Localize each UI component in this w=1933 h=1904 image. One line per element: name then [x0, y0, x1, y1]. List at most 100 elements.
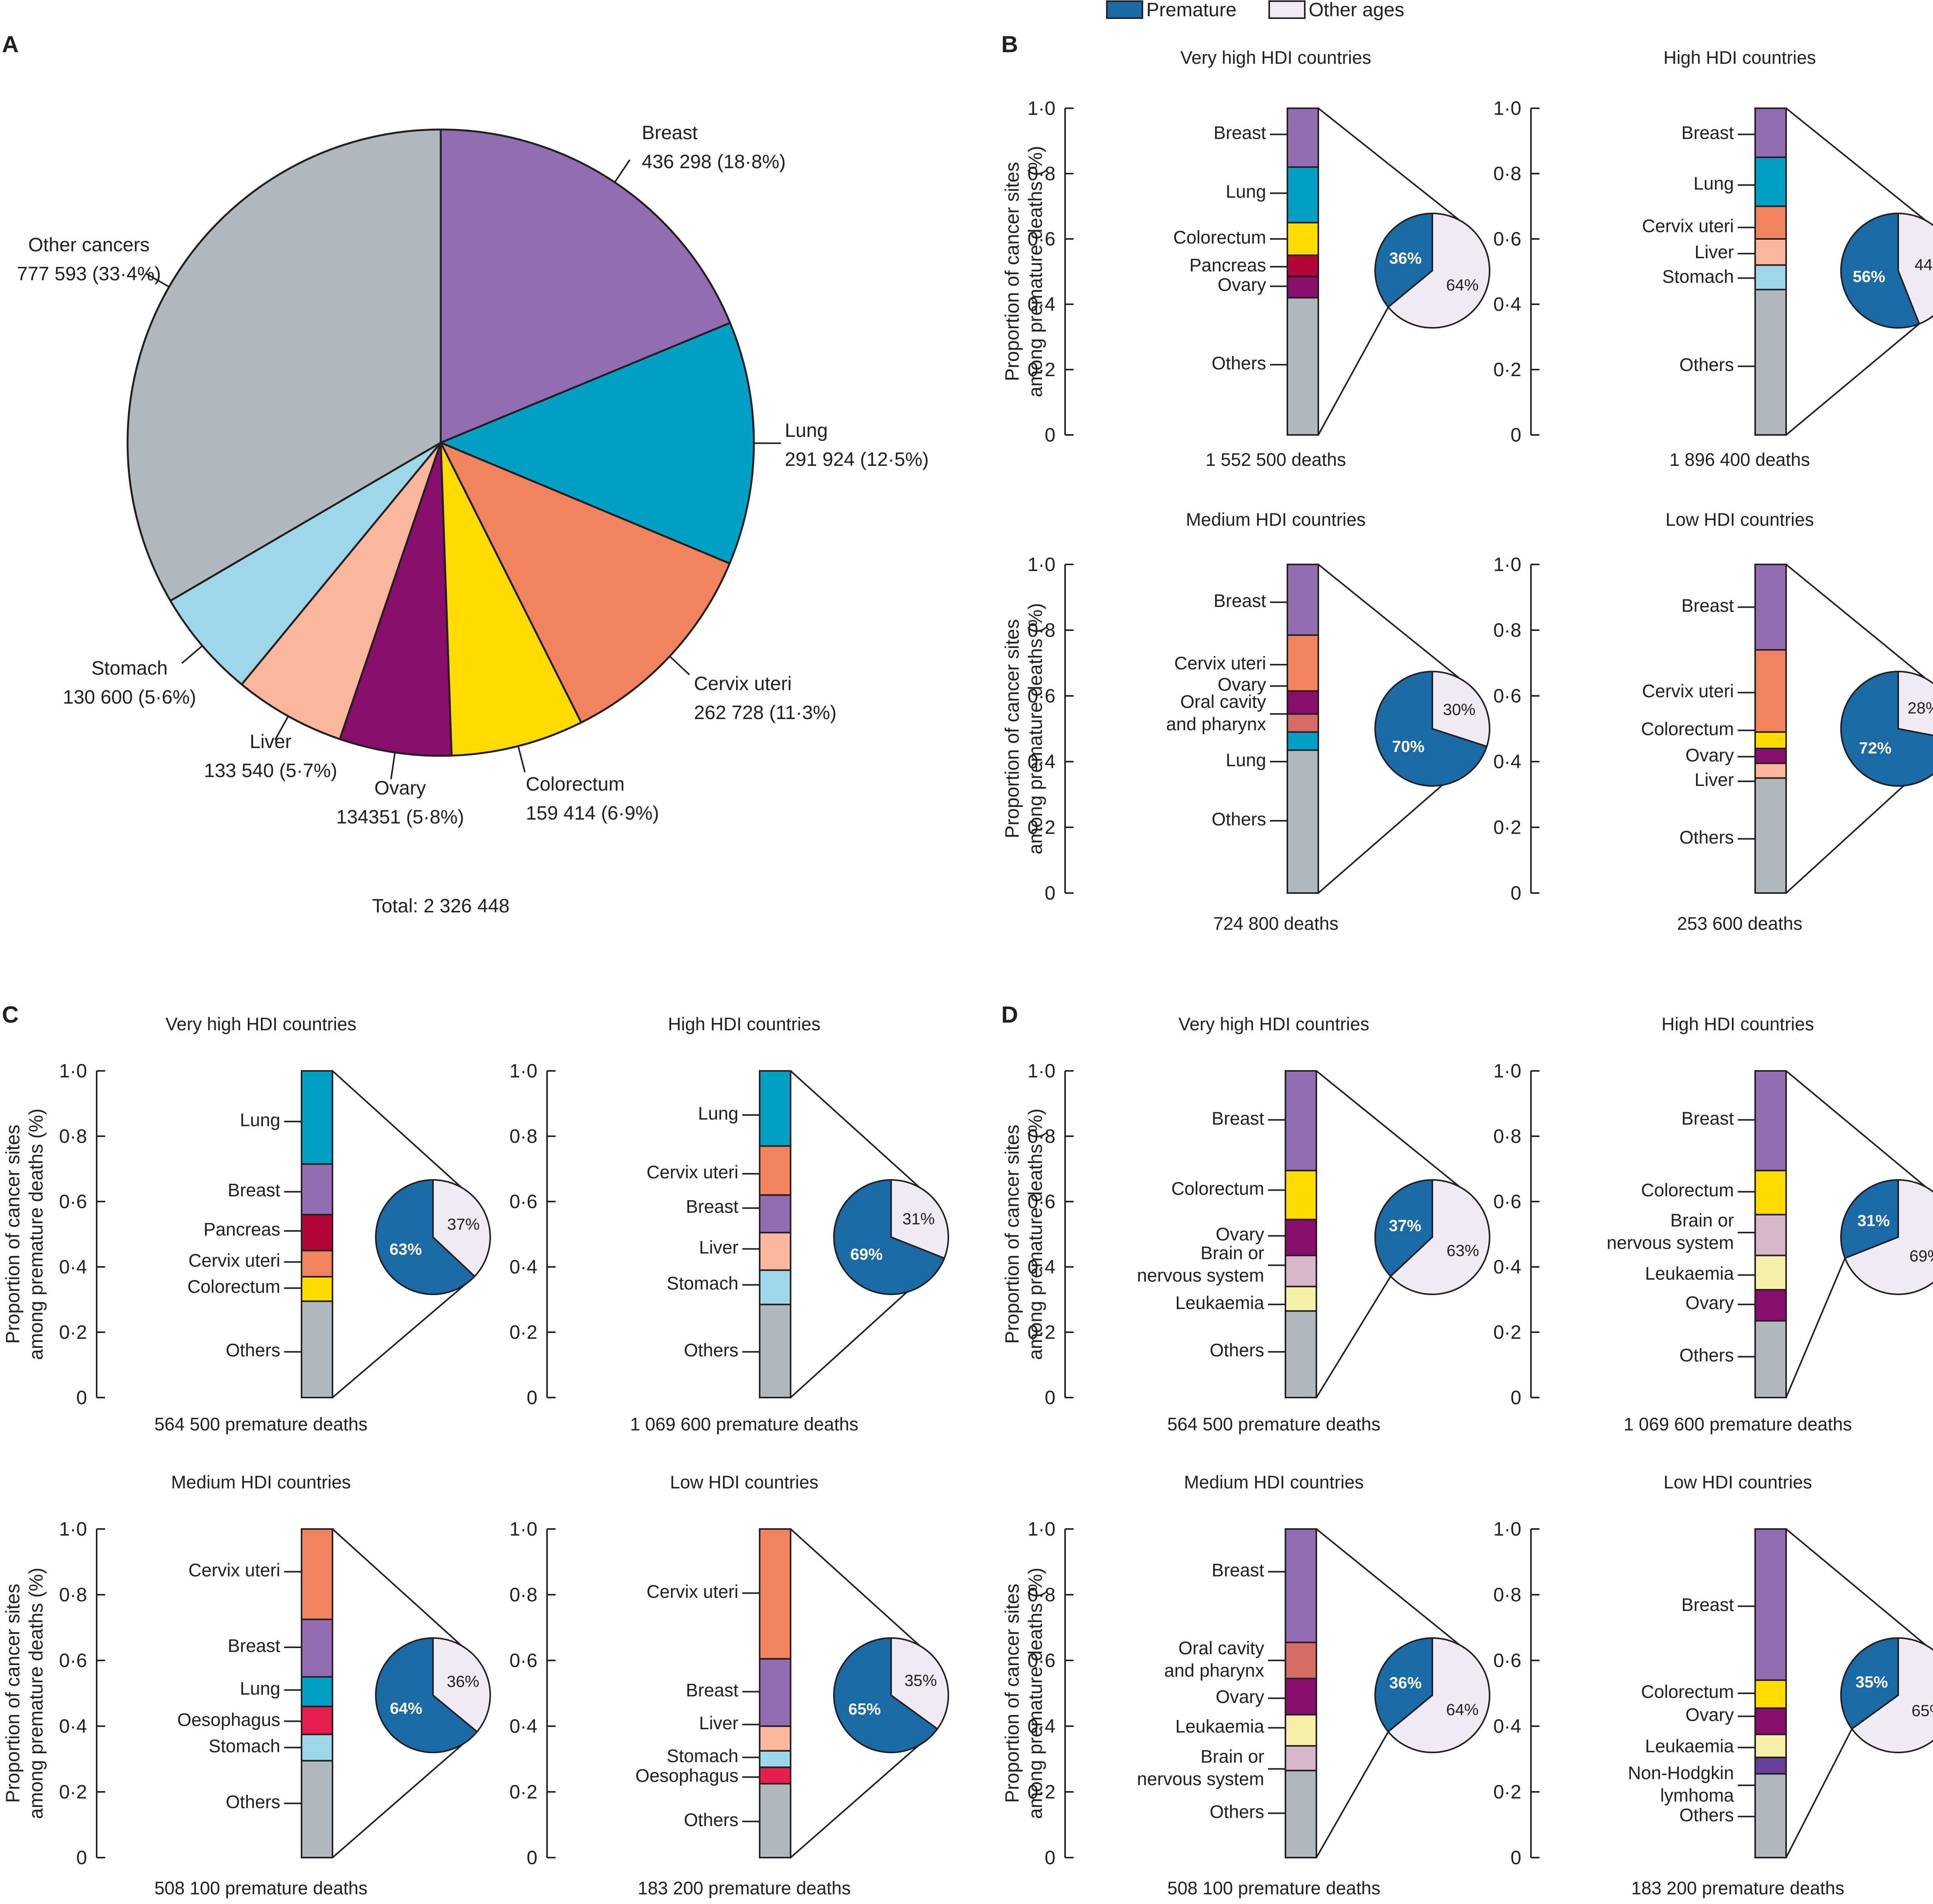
segment-label-leukaemia: Leukaemia	[1175, 1292, 1265, 1313]
y-tick-label: 0·4	[1028, 293, 1055, 315]
subplot-title: Medium HDI countries	[171, 1472, 351, 1492]
segment-label-others: Others	[1212, 809, 1266, 829]
subplot-d-2: High HDI countries 1 069 600 premature de…	[1493, 1014, 1933, 1434]
bar-segment-others	[1754, 1773, 1787, 1858]
bar-segment-others	[1285, 1769, 1317, 1858]
y-tick-label: 1·0	[1028, 1518, 1055, 1540]
bar-segment-oesophagus	[301, 1706, 333, 1735]
y-tick-label: 0·2	[1028, 1781, 1055, 1803]
y-tick-label: 0·8	[510, 1584, 537, 1606]
y-tick-label: 0	[1510, 1847, 1521, 1868]
pie-other-pct: 64%	[1446, 276, 1479, 294]
subplot-title: Very high HDI countries	[1180, 47, 1371, 68]
y-tick-label: 1·0	[1493, 1060, 1521, 1082]
bar-segment-ovary	[1287, 690, 1319, 715]
pie-premature-wedge	[833, 1637, 939, 1753]
segment-label-others: Others	[226, 1791, 280, 1812]
y-tick-label: 1·0	[1028, 97, 1055, 119]
bar-segment-liver	[759, 1725, 791, 1752]
subplot-footer: 253 600 deaths	[1677, 913, 1802, 934]
bar-segment-others	[1754, 777, 1787, 894]
segment-label-leukaemia: Leukaemia	[1175, 1716, 1265, 1736]
y-tick-label: 0·2	[510, 1781, 537, 1803]
segment-label-stomach: Stomach	[1662, 266, 1734, 286]
segment-label-oral-cavity-and-pharynx-line2: and pharynx	[1166, 714, 1266, 734]
pie-slice-cervix-uteri	[440, 441, 731, 724]
subplot-b-2: High HDI countries 1 896 400 deaths 0 0·2 0·…	[1493, 47, 1933, 470]
subplot-title: High HDI countries	[668, 1014, 820, 1034]
segment-label-oesophagus: Oesophagus	[635, 1765, 738, 1786]
bar-segment-breast	[1285, 1528, 1317, 1643]
y-tick-label: 0·6	[1493, 1650, 1521, 1671]
bar-segment-liver	[1754, 762, 1787, 779]
y-tick-label: 0·2	[1493, 1321, 1521, 1343]
y-tick-label: 0·2	[1493, 816, 1521, 838]
segment-label-breast: Breast	[1212, 1108, 1264, 1128]
pie-other-wedge	[890, 1179, 949, 1260]
y-axis-label-line-2: among premature deaths (%)	[25, 1568, 47, 1819]
pie-other-pct: 63%	[1447, 1241, 1479, 1260]
leader-line-liver	[274, 716, 289, 740]
y-tick-label: 0	[1045, 882, 1055, 904]
slice-value-other-cancers: 777 593 (33·4%)	[17, 263, 161, 285]
pie-other-wedge	[1851, 1637, 1933, 1753]
bar-segment-breast	[1287, 564, 1319, 636]
segment-label-cervix-uteri: Cervix uteri	[188, 1250, 280, 1270]
bar-segment-oesophagus	[759, 1766, 791, 1785]
y-tick-label: 0·4	[1028, 1256, 1055, 1278]
y-tick-label: 0	[1510, 1387, 1521, 1408]
slice-label-colorectum: Colorectum	[526, 773, 625, 795]
segment-label-brain-or-nervous-system: Brain or	[1200, 1746, 1264, 1767]
bar-segment-others	[1754, 1320, 1787, 1399]
y-tick-label: 0	[1510, 424, 1521, 446]
bar-segment-others	[759, 1783, 791, 1858]
pie-other-wedge	[1844, 1179, 1933, 1295]
connector-bottom	[332, 1731, 478, 1858]
bar-segment-leukaemia	[1285, 1285, 1317, 1312]
bar-segment-others	[301, 1760, 333, 1858]
segment-label-cervix-uteri: Cervix uteri	[646, 1581, 738, 1602]
y-axis-label-line-2: among premature deaths (%)	[1024, 603, 1046, 854]
segment-label-stomach: Stomach	[667, 1273, 738, 1293]
bar-segment-breast	[1754, 1070, 1787, 1171]
pie-other-pct: 30%	[1443, 701, 1475, 719]
panel-letter-b: B	[1001, 31, 1018, 57]
pie-premature-wedge	[1374, 1637, 1433, 1733]
connector-top	[1318, 107, 1464, 225]
pie-other-pct: 35%	[904, 1671, 937, 1689]
bar-segment-cervix-uteri	[1754, 649, 1787, 733]
segment-label-others: Others	[1212, 353, 1266, 373]
subplot-footer: 564 500 premature deaths	[1167, 1414, 1380, 1434]
y-tick-label: 0·4	[1028, 1715, 1055, 1737]
bar-segment-others	[1287, 297, 1319, 436]
y-tick-label: 0·8	[1028, 619, 1055, 641]
segment-label-colorectum: Colorectum	[1641, 1180, 1734, 1200]
segment-label-ovary: Ovary	[1216, 1686, 1265, 1707]
y-tick-label: 0·4	[59, 1715, 87, 1737]
y-tick-label: 0·4	[1493, 1715, 1521, 1737]
legend: Premature Other ages	[1106, 0, 1404, 20]
subplot-title: High HDI countries	[1664, 47, 1816, 68]
bar-segment-others	[1754, 288, 1787, 436]
y-axis-label-line-2: among premature deaths (%)	[1024, 146, 1046, 397]
bar-segment-ovary	[1287, 276, 1319, 299]
bar-segment-breast	[1754, 564, 1787, 651]
y-tick-label: 0·4	[1493, 1256, 1521, 1278]
y-tick-label: 0·4	[510, 1715, 537, 1737]
subplot-footer: 1 896 400 deaths	[1669, 449, 1810, 470]
pie-other-wedge	[1432, 670, 1490, 748]
segment-label-ovary: Ovary	[1686, 1292, 1734, 1313]
segment-label-lung: Lung	[698, 1103, 738, 1123]
pie-premature-wedge	[1374, 1179, 1433, 1278]
slice-value-stomach: 130 600 (5·6%)	[63, 686, 196, 708]
subplot-footer: 508 100 premature deaths	[1167, 1878, 1380, 1898]
y-tick-label: 0·4	[1028, 751, 1055, 772]
bar-segment-lung	[301, 1070, 333, 1165]
connector-top	[1318, 564, 1464, 683]
bar-segment-lung	[759, 1070, 791, 1147]
bar-segment-brain-or-nervous-system	[1285, 1745, 1317, 1771]
segment-label-breast: Breast	[1214, 123, 1266, 143]
segment-label-brain-or-nervous-system: Brain or	[1670, 1210, 1734, 1230]
bar-segment-leukaemia	[1285, 1714, 1317, 1747]
subplot-footer: 724 800 deaths	[1213, 913, 1338, 934]
